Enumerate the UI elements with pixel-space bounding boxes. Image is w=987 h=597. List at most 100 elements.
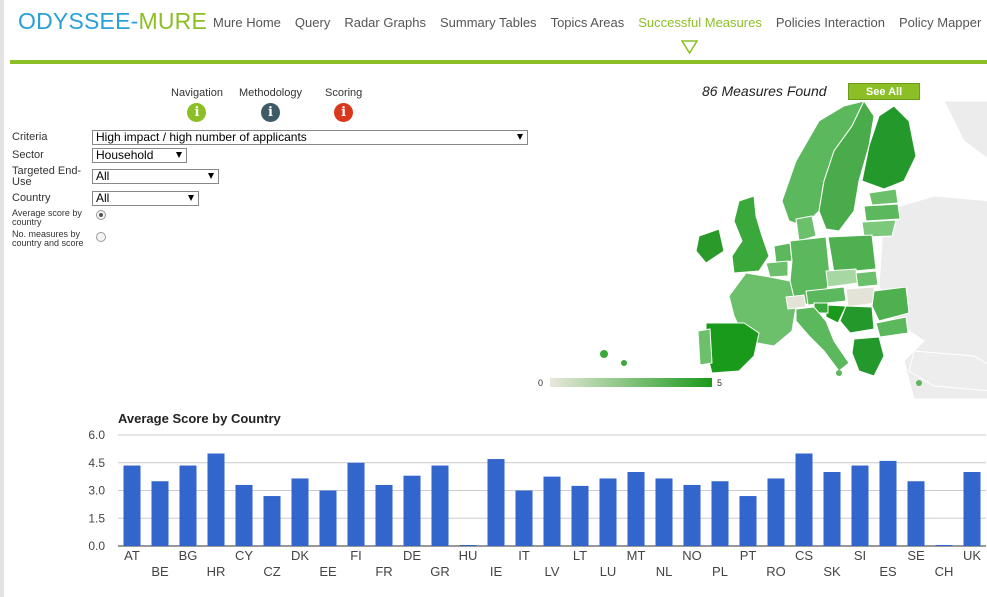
chart-bar[interactable] <box>767 478 785 546</box>
nav-successful-measures[interactable]: Successful Measures <box>638 15 762 30</box>
map-legend-max: 5 <box>717 378 722 388</box>
chart-bar[interactable] <box>515 490 533 547</box>
chart-bar[interactable] <box>319 490 337 547</box>
measures-found-count: 86 Measures Found <box>702 83 827 99</box>
map-country-italy[interactable] <box>795 306 850 372</box>
odyssee-mure-logo[interactable]: ODYSSEE-MURE <box>18 8 207 35</box>
methodology-info[interactable]: Methodology i <box>239 87 302 122</box>
chart-bar[interactable] <box>795 453 813 547</box>
country-select[interactable]: All <box>92 191 199 206</box>
country-label: Country <box>12 192 51 204</box>
scoring-info-icon[interactable]: i <box>334 103 354 122</box>
map-country-czechia[interactable] <box>825 268 859 288</box>
chart-xtick-label: ES <box>879 564 897 579</box>
chart-xtick-label: PL <box>712 564 728 579</box>
chart-xtick-label: HR <box>207 564 226 579</box>
map-country-hungary[interactable] <box>845 286 877 308</box>
chart-bar[interactable] <box>291 478 309 546</box>
nav-query[interactable]: Query <box>294 15 331 30</box>
map-country-belgium[interactable] <box>765 260 789 278</box>
nav-radar-graphs[interactable]: Radar Graphs <box>344 15 426 30</box>
chart-bar[interactable] <box>347 462 365 546</box>
map-country-poland[interactable] <box>827 234 877 274</box>
nav-topics-areas[interactable]: Topics Areas <box>550 15 625 30</box>
chart-xtick-label: NO <box>682 548 702 563</box>
map-non-eu-region <box>943 101 987 159</box>
chart-bar[interactable] <box>263 496 281 546</box>
end-use-select[interactable]: All <box>92 169 219 184</box>
map-legend-min: 0 <box>538 378 543 388</box>
map-country-serbia[interactable] <box>839 305 875 334</box>
map-country-spain[interactable] <box>705 322 760 374</box>
chart-xtick-label: BE <box>151 564 169 579</box>
methodology-info-label: Methodology <box>239 87 302 99</box>
map-country-romania[interactable] <box>871 286 910 322</box>
chart-xtick-label: FI <box>350 548 362 563</box>
criteria-select-value: High impact / high number of applicants <box>96 130 307 144</box>
chart-bar[interactable] <box>487 459 505 546</box>
criteria-select[interactable]: High impact / high number of applicants <box>92 130 528 145</box>
scoring-info[interactable]: Scoring i <box>325 87 362 122</box>
chart-bar[interactable] <box>123 465 141 546</box>
map-country-greece[interactable] <box>851 336 885 377</box>
chart-bar[interactable] <box>907 481 925 546</box>
map-country-lithuania[interactable] <box>861 219 897 238</box>
map-country-estonia[interactable] <box>868 188 899 206</box>
nav-mure-home[interactable]: Mure Home <box>213 15 281 30</box>
sector-select[interactable]: Household <box>92 148 187 163</box>
map-country-austria[interactable] <box>805 286 847 306</box>
active-nav-caret-icon <box>681 40 698 54</box>
chart-bar[interactable] <box>235 484 253 546</box>
chart-bar[interactable] <box>823 472 841 546</box>
navigation-info[interactable]: Navigation i <box>171 87 223 122</box>
radio-average-label-line1: Average score by <box>12 208 82 218</box>
chart-bar[interactable] <box>739 496 757 546</box>
map-country-bulgaria[interactable] <box>875 316 909 338</box>
nav-policy-mapper[interactable]: Policy Mapper <box>898 15 982 30</box>
chart-bar[interactable] <box>851 465 869 546</box>
chart-bar[interactable] <box>571 485 589 546</box>
chart-bar[interactable] <box>655 478 673 546</box>
navigation-info-icon[interactable]: i <box>187 103 207 122</box>
map-country-denmark[interactable] <box>795 215 817 242</box>
end-use-label-line2: Use <box>12 176 32 188</box>
radio-average-score[interactable] <box>96 210 106 220</box>
chart-xtick-label: FR <box>375 564 392 579</box>
map-country-portugal[interactable] <box>697 328 713 366</box>
map-country-uk[interactable] <box>731 195 770 274</box>
map-country-slovakia[interactable] <box>855 270 879 288</box>
chart-bar[interactable] <box>683 484 701 546</box>
chart-bar[interactable] <box>375 484 393 546</box>
map-country-switzerland[interactable] <box>785 294 807 310</box>
nav-summary-tables[interactable]: Summary Tables <box>439 15 537 30</box>
chart-bar[interactable] <box>543 476 561 546</box>
chart-bar[interactable] <box>599 478 617 546</box>
chart-bar[interactable] <box>879 460 897 546</box>
map-country-latvia[interactable] <box>863 203 901 222</box>
chart-bar[interactable] <box>403 475 421 546</box>
map-country-netherlands[interactable] <box>773 242 793 264</box>
logo-text-odyssee: ODYSSEE- <box>18 8 139 34</box>
europe-choropleth-map[interactable]: 0 5 <box>534 101 987 399</box>
map-country-sweden[interactable] <box>818 101 875 232</box>
methodology-info-icon[interactable]: i <box>261 103 280 122</box>
chart-bar[interactable] <box>179 465 197 546</box>
chart-bar[interactable] <box>207 453 225 547</box>
chart-xtick-label: RO <box>766 564 786 579</box>
radio-average-label-line2: country <box>12 217 42 227</box>
main-navigation: Mure Home Query Radar Graphs Summary Tables… <box>213 15 987 30</box>
map-country-ireland[interactable] <box>695 228 725 264</box>
chart-xtick-label: LV <box>545 564 560 579</box>
chart-bar[interactable] <box>431 465 449 546</box>
see-all-button[interactable]: See All <box>848 83 920 100</box>
chart-ytick-label: 6.0 <box>88 428 105 442</box>
sector-label: Sector <box>12 149 44 161</box>
nav-policies-interaction[interactable]: Policies Interaction <box>775 15 885 30</box>
chart-bar[interactable] <box>151 481 169 546</box>
chart-bar[interactable] <box>711 481 729 546</box>
logo-text-mure: MURE <box>138 8 207 34</box>
chart-bar[interactable] <box>627 472 645 546</box>
radio-measures-count[interactable] <box>96 232 106 242</box>
chart-bar[interactable] <box>963 472 981 546</box>
map-country-finland[interactable] <box>861 105 917 190</box>
